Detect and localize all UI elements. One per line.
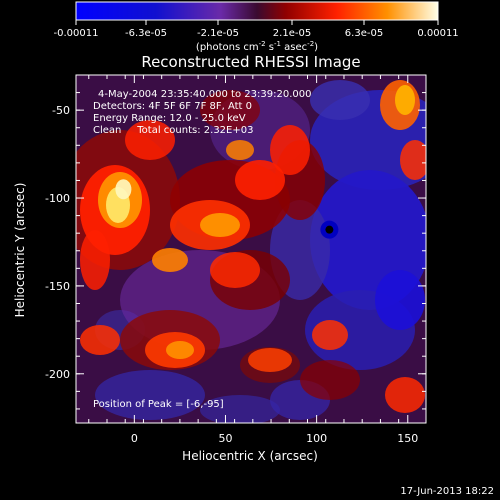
y-tick-label: -150	[45, 280, 70, 293]
colorbar-units: (photons cm-2 s-1 asec-2)	[196, 40, 318, 53]
colorbar-tick-label: -0.00011	[54, 28, 99, 39]
footer-date: 17-Jun-2013 18:22	[400, 486, 494, 497]
y-axis: -50 -100 -150 -200	[45, 92, 426, 410]
x-axis-label: Heliocentric X (arcsec)	[182, 449, 318, 463]
colorbar-tick-label: 6.3e-05	[345, 28, 383, 39]
x-tick-label: 150	[397, 432, 418, 445]
colorbar-tick-label: 0.00011	[417, 28, 458, 39]
x-tick-label: 50	[218, 432, 232, 445]
minimum-spot-core	[325, 225, 334, 234]
colorbar	[75, 1, 439, 21]
x-tick-label: 0	[131, 432, 138, 445]
colorbar-tick-label: 2.1e-05	[273, 28, 311, 39]
heatmap-image	[76, 75, 426, 423]
annotation-energy: Energy Range: 12.0 - 25.0 keV	[93, 113, 246, 124]
annotation-time-range: 4-May-2004 23:35:40.000 to 23:39:20.000	[98, 89, 311, 100]
annotation-detectors: Detectors: 4F 5F 6F 7F 8F, Att 0	[93, 101, 252, 112]
annotation-clean: Clean Total counts: 2.32E+03	[93, 125, 253, 136]
peak-position-label: Position of Peak = [-6,-95]	[93, 399, 224, 410]
y-tick-label: -100	[45, 192, 70, 205]
colorbar-tick-label: -6.3e-05	[125, 28, 167, 39]
peak-hotspot	[115, 179, 132, 200]
x-axis: 0 50 100 150	[88, 75, 418, 445]
colorbar-tick-label: -2.1e-05	[197, 28, 239, 39]
plot-frame	[75, 74, 427, 424]
y-tick-label: -50	[52, 104, 70, 117]
colorbar-ticks: -0.00011 -6.3e-05 -2.1e-05 2.1e-05 6.3e-05 0.…	[54, 20, 459, 39]
y-axis-label: Heliocentric Y (arcsec)	[13, 183, 27, 318]
chart-title: Reconstructed RHESSI Image	[141, 53, 360, 71]
x-tick-label: 100	[306, 432, 327, 445]
y-tick-label: -200	[45, 368, 70, 381]
